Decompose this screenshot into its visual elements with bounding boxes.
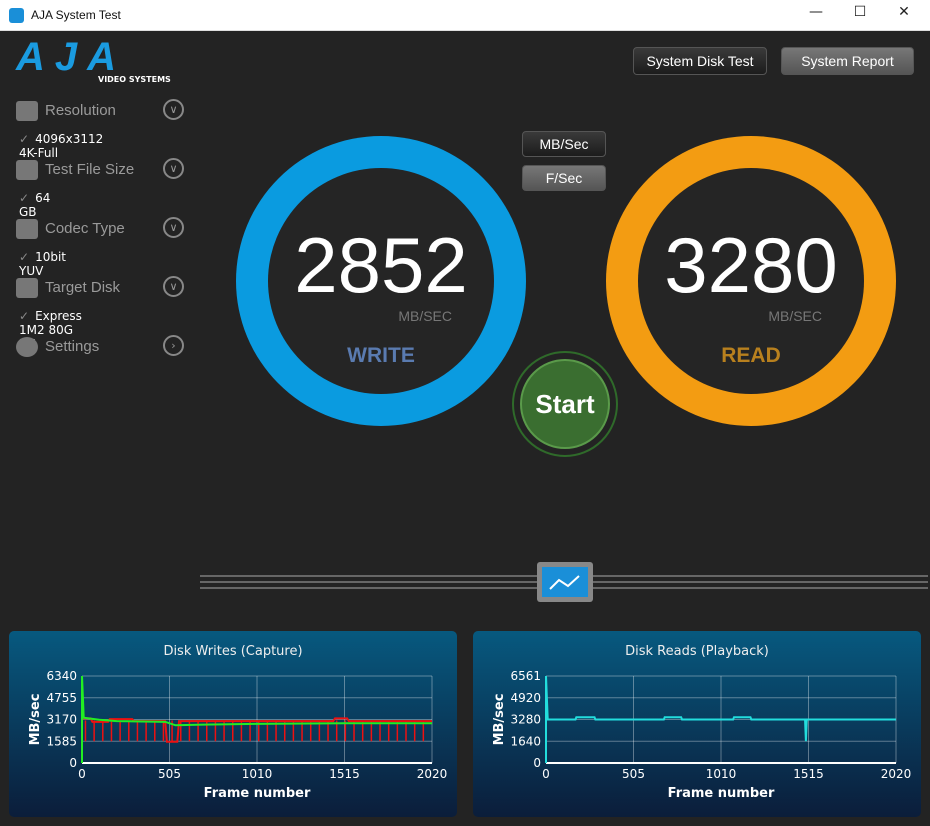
y-tick-label: 4755 xyxy=(46,691,77,705)
chart-title: Disk Writes (Capture) xyxy=(163,644,303,659)
series-line xyxy=(81,675,432,727)
x-tick-label: 1515 xyxy=(329,767,360,781)
title-bar: AJA System Test — ☐ ✕ xyxy=(0,0,930,31)
sidebar-item-test-file-size[interactable]: Test File Size ∨ xyxy=(16,158,186,182)
write-unit: MB/SEC xyxy=(398,308,452,324)
x-axis-label: Frame number xyxy=(668,786,775,801)
sidebar-item-settings[interactable]: Settings › xyxy=(16,335,186,359)
gear-icon xyxy=(16,337,38,357)
x-tick-label: 0 xyxy=(78,767,86,781)
disk-reads-chart: Disk Reads (Playback) 0 505 1010 1515 2020 0 1… xyxy=(473,631,921,817)
line-chart-icon xyxy=(549,575,580,590)
y-tick-label: 1640 xyxy=(510,734,541,748)
write-value: 2852 xyxy=(294,221,468,309)
target-disk-value: ✓Express 1M2 80G E:/ xyxy=(19,309,82,351)
y-tick-label: 6561 xyxy=(510,669,541,683)
minimize-button[interactable]: — xyxy=(809,4,823,20)
y-axis-label: MB/sec xyxy=(492,694,507,746)
system-disk-test-button[interactable]: System Disk Test xyxy=(633,47,767,75)
mbsec-button[interactable]: MB/Sec xyxy=(522,131,606,157)
y-tick-label: 0 xyxy=(69,756,77,770)
file-size-value: ✓ 64 GB xyxy=(19,191,51,219)
chevron-down-icon[interactable]: ∨ xyxy=(163,276,184,297)
read-gauge: 3280 MB/SEC READ xyxy=(606,136,896,426)
chevron-down-icon[interactable]: ∨ xyxy=(163,158,184,179)
grid-icon xyxy=(16,219,38,239)
maximize-button[interactable]: ☐ xyxy=(853,4,867,20)
y-tick-label: 4920 xyxy=(510,691,541,705)
chart-svg: 0 505 1010 1515 2020 0 1585 3170 4755 6340 Frame n… xyxy=(28,669,448,801)
disk-writes-chart: Disk Writes (Capture) 0 505 1010 1515 2020 0 1… xyxy=(9,631,457,817)
y-tick-label: 1585 xyxy=(46,734,77,748)
sidebar-item-target-disk[interactable]: Target Disk ∨ xyxy=(16,276,186,300)
codec-value: ✓ 10bit YUV xyxy=(19,250,66,278)
y-tick-label: 3170 xyxy=(46,713,77,727)
chip-icon xyxy=(16,101,38,121)
y-axis-label: MB/sec xyxy=(28,694,43,746)
layers-icon xyxy=(16,160,38,180)
chart-svg: 0 505 1010 1515 2020 0 1640 3280 4920 6561 Frame n… xyxy=(492,669,912,801)
fsec-button[interactable]: F/Sec xyxy=(522,165,606,191)
main-area: AJA VIDEO SYSTEMS Resolution ∨ ✓ 4096x3112… xyxy=(0,31,930,826)
x-tick-label: 1515 xyxy=(793,767,824,781)
x-tick-label: 1010 xyxy=(242,767,273,781)
app-icon xyxy=(9,8,24,23)
write-gauge: 2852 MB/SEC WRITE xyxy=(236,136,526,426)
write-label: WRITE xyxy=(347,344,415,367)
x-tick-label: 2020 xyxy=(881,767,912,781)
sidebar-item-resolution[interactable]: Resolution ∨ xyxy=(16,99,186,123)
hard-disk-icon xyxy=(16,278,38,298)
y-tick-label: 0 xyxy=(533,756,541,770)
x-axis-label: Frame number xyxy=(204,786,311,801)
y-tick-label: 6340 xyxy=(46,669,77,683)
series-line xyxy=(82,717,432,743)
sidebar-item-codec-type[interactable]: Codec Type ∨ xyxy=(16,217,186,241)
x-tick-label: 1010 xyxy=(706,767,737,781)
chevron-right-icon[interactable]: › xyxy=(163,335,184,356)
chevron-down-icon[interactable]: ∨ xyxy=(163,217,184,238)
x-tick-label: 2020 xyxy=(417,767,448,781)
read-unit: MB/SEC xyxy=(768,308,822,324)
y-tick-label: 3280 xyxy=(510,713,541,727)
read-label: READ xyxy=(721,344,781,367)
chart-title: Disk Reads (Playback) xyxy=(625,644,769,659)
x-tick-label: 505 xyxy=(622,767,645,781)
read-value: 3280 xyxy=(664,221,838,309)
x-tick-label: 0 xyxy=(542,767,550,781)
chevron-down-icon[interactable]: ∨ xyxy=(163,99,184,120)
start-button[interactable]: Start xyxy=(512,351,618,457)
resolution-value: ✓ 4096x3112 4K-Full xyxy=(19,132,104,160)
close-button[interactable]: ✕ xyxy=(898,4,910,20)
graph-toggle-button[interactable] xyxy=(537,562,593,602)
x-tick-label: 505 xyxy=(158,767,181,781)
aja-logo: AJA VIDEO SYSTEMS xyxy=(16,35,171,84)
series-line xyxy=(545,675,896,742)
system-report-button[interactable]: System Report xyxy=(781,47,914,75)
window-title: AJA System Test xyxy=(31,8,121,22)
